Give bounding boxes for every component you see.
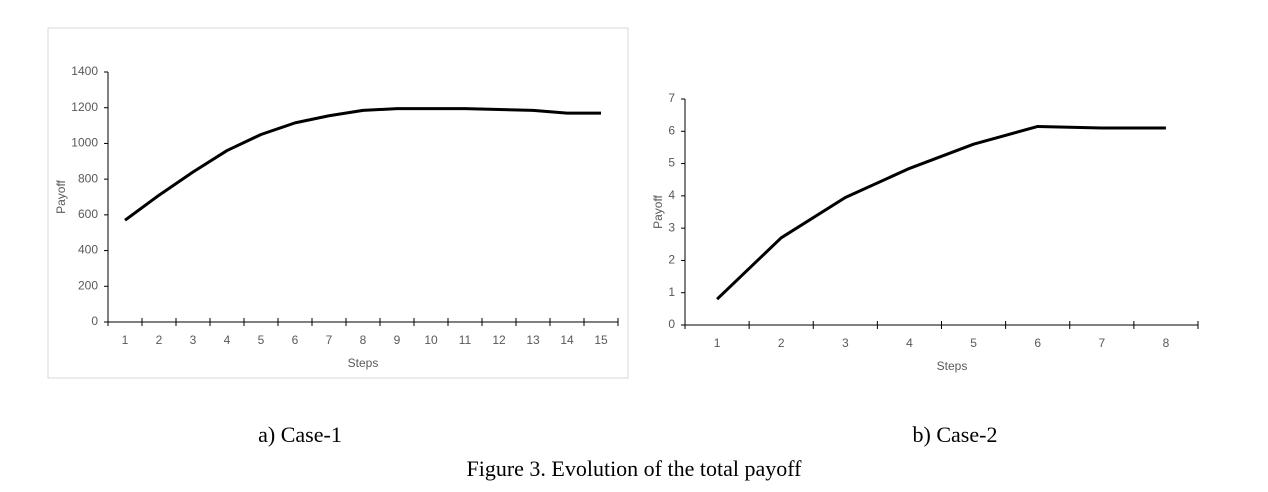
- x-tick-label: 8: [360, 333, 367, 347]
- x-tick-label: 8: [1163, 336, 1170, 350]
- y-tick-label: 1000: [71, 136, 98, 150]
- y-tick-label: 5: [668, 156, 675, 170]
- x-tick-label: 7: [1098, 336, 1105, 350]
- chart-caption: b) Case-2: [913, 422, 998, 447]
- x-tick-label: 15: [594, 333, 608, 347]
- data-line: [124, 107, 601, 222]
- x-tick-label: 13: [526, 333, 540, 347]
- x-tick-label: 4: [906, 336, 913, 350]
- y-axis-label: Payoff: [54, 179, 68, 213]
- y-tick-label: 6: [668, 123, 675, 137]
- y-tick-label: 600: [78, 207, 98, 221]
- y-tick-label: 1200: [71, 100, 98, 114]
- y-tick-label: 3: [668, 220, 675, 234]
- x-tick-label: 14: [560, 333, 574, 347]
- chart-caption: a) Case-1: [258, 422, 342, 447]
- y-tick-label: 4: [668, 188, 675, 202]
- x-tick-label: 10: [424, 333, 438, 347]
- x-tick-label: 9: [394, 333, 401, 347]
- data-line: [716, 124, 1166, 301]
- y-tick-label: 7: [668, 91, 675, 105]
- x-tick-label: 6: [292, 333, 299, 347]
- x-tick-label: 1: [714, 336, 721, 350]
- x-axis-label: Steps: [937, 359, 968, 373]
- y-tick-label: 2: [668, 253, 675, 267]
- x-tick-label: 1: [122, 333, 129, 347]
- y-tick-label: 1400: [71, 64, 98, 78]
- x-axis-label: Steps: [348, 356, 379, 370]
- chart-border: [47, 27, 629, 379]
- y-axis-label: Payoff: [651, 194, 665, 228]
- y-tick-label: 0: [91, 314, 98, 328]
- x-tick-label: 3: [190, 333, 197, 347]
- x-tick-label: 11: [459, 333, 472, 347]
- x-tick-label: 12: [492, 333, 506, 347]
- x-tick-label: 3: [842, 336, 849, 350]
- x-tick-label: 7: [326, 333, 333, 347]
- y-tick-label: 800: [78, 171, 98, 185]
- x-tick-label: 2: [778, 336, 785, 350]
- x-tick-label: 5: [258, 333, 265, 347]
- y-tick-label: 1: [668, 285, 675, 299]
- x-tick-label: 4: [224, 333, 231, 347]
- figure-caption: Figure 3. Evolution of the total payoff: [466, 456, 802, 481]
- y-tick-label: 0: [668, 317, 675, 331]
- x-tick-label: 2: [156, 333, 163, 347]
- x-tick-label: 5: [970, 336, 977, 350]
- y-tick-label: 400: [78, 243, 98, 257]
- x-tick-label: 6: [1034, 336, 1041, 350]
- y-tick-label: 200: [78, 278, 98, 292]
